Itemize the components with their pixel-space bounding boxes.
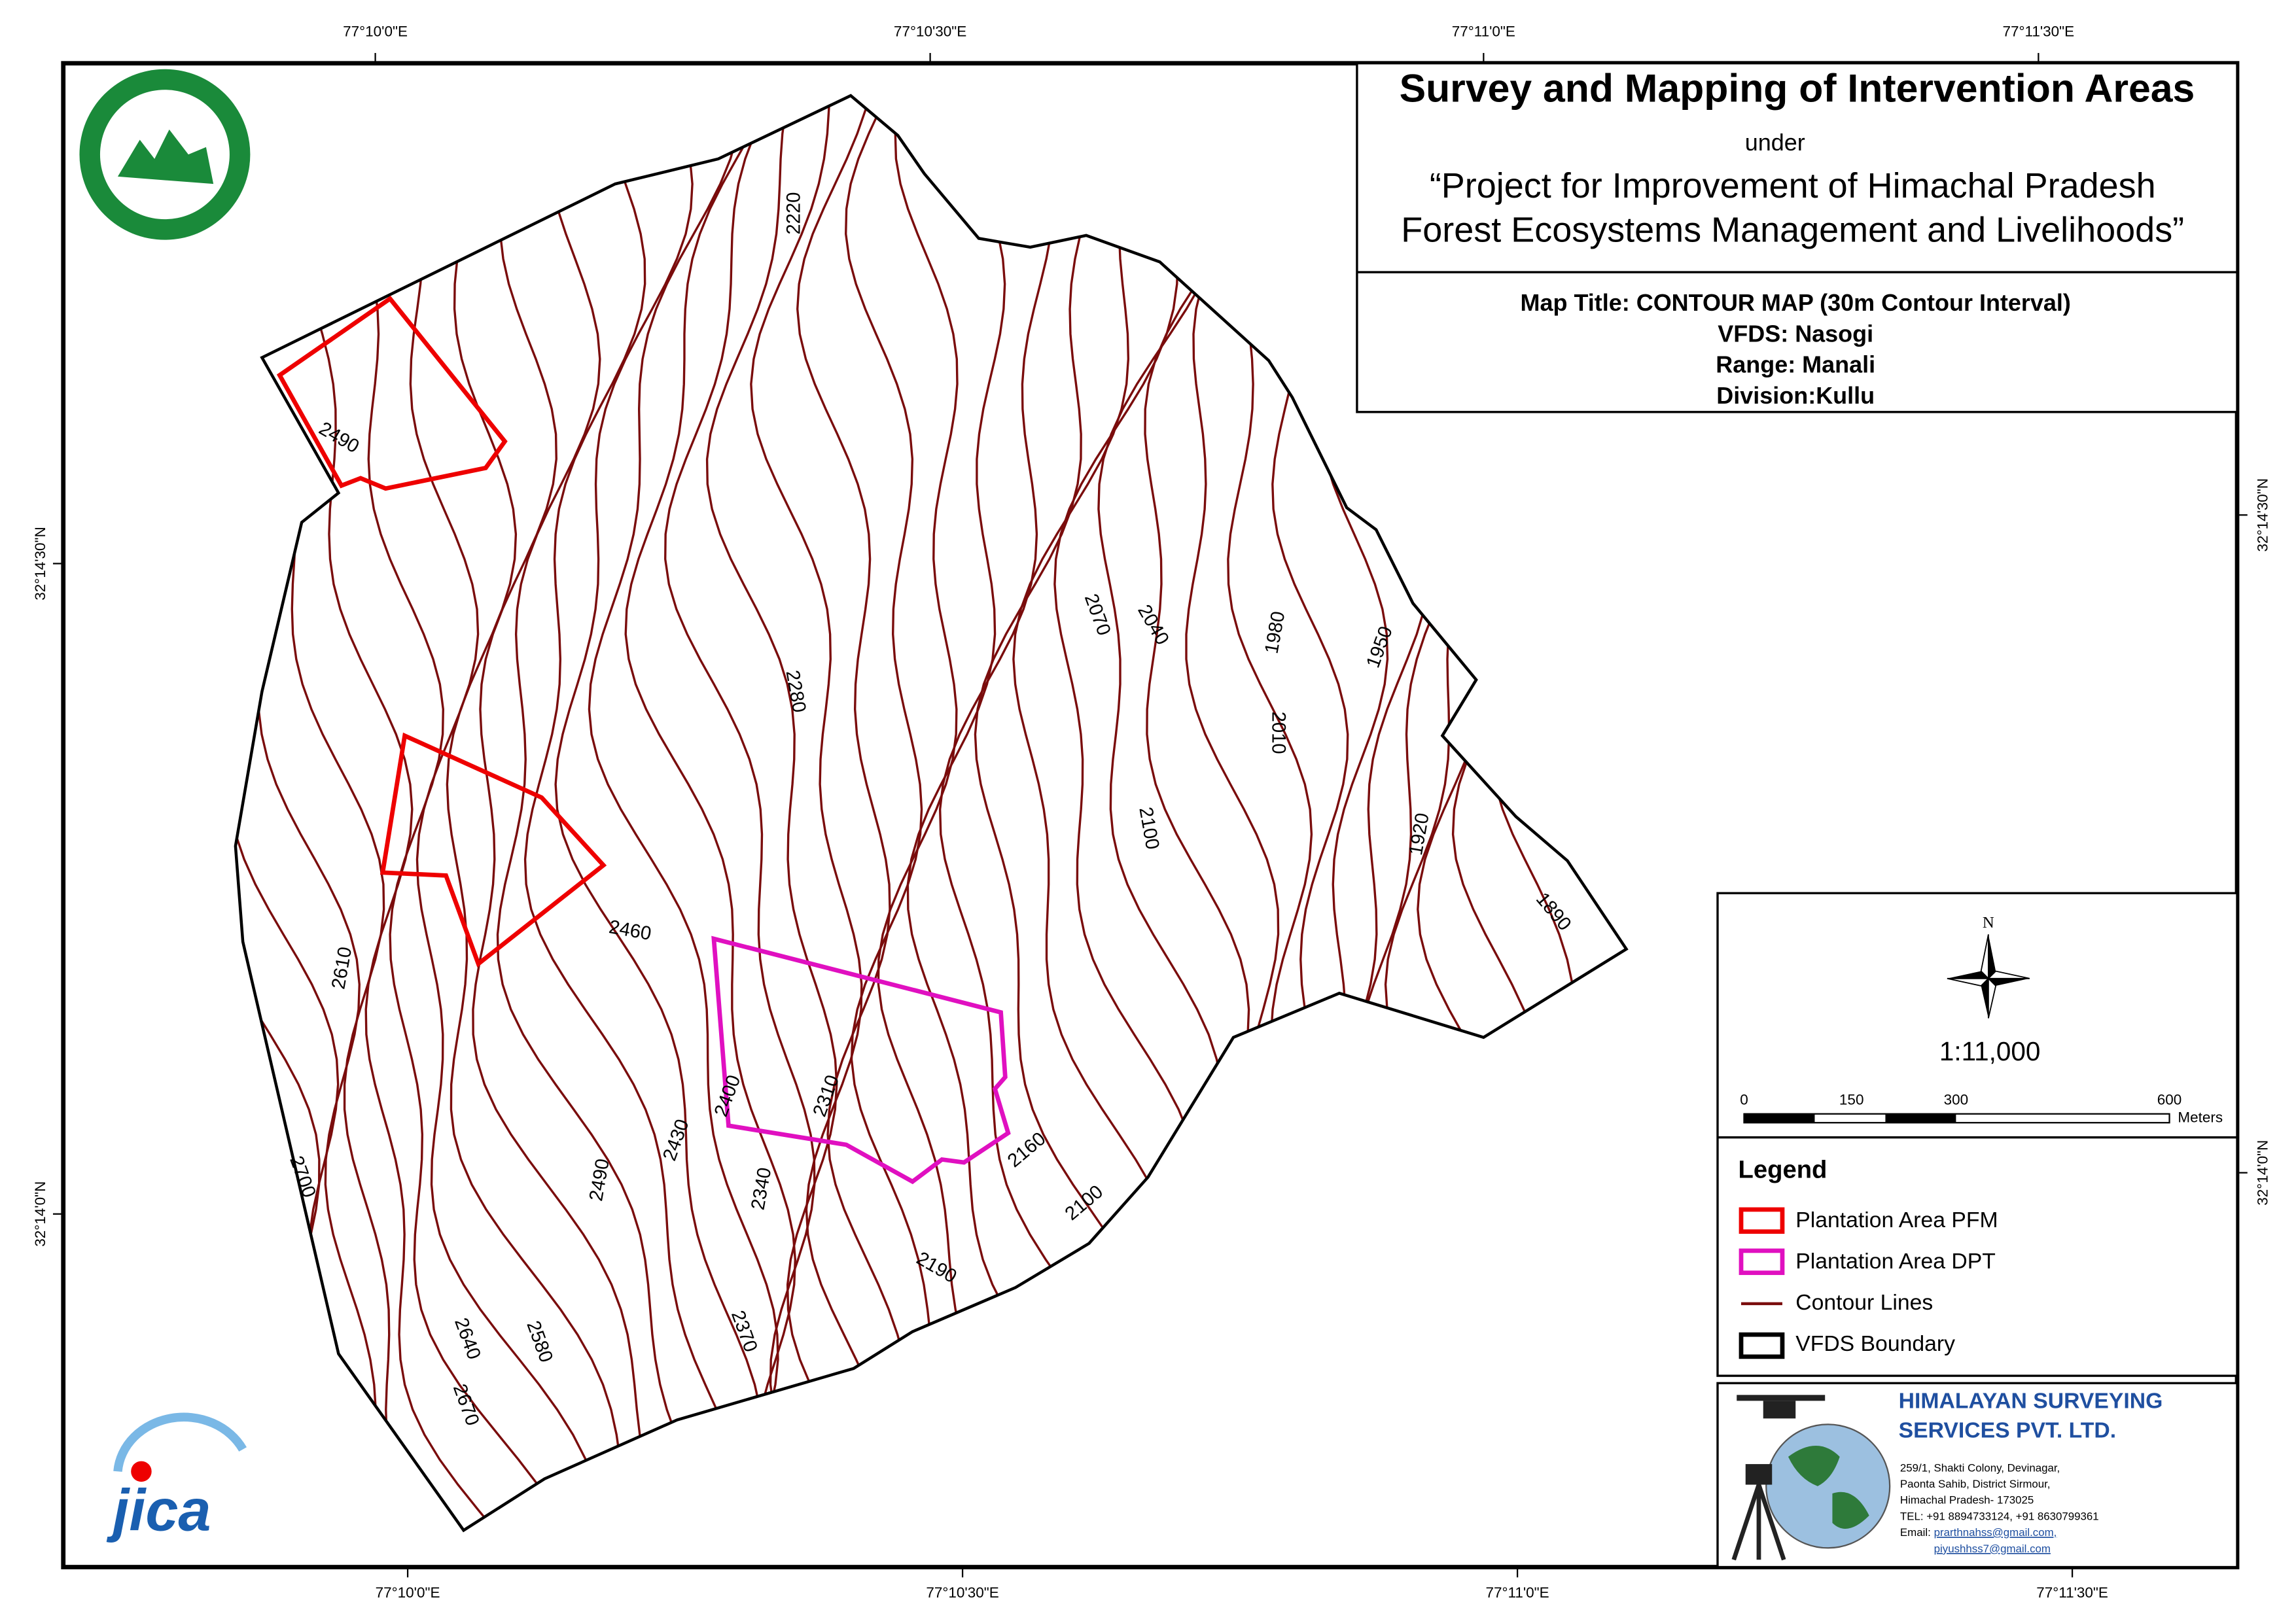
legend-swatch [1739, 1207, 1785, 1234]
latitude-label: 32°14'0"N [32, 1181, 48, 1247]
contour-line [523, 96, 750, 1531]
contour-line [845, 96, 1030, 1531]
contour-line [796, 96, 955, 1531]
map-frame [61, 61, 2240, 1569]
scale-bar: 0 150 300 600 [1740, 1091, 2182, 1124]
contour-line [750, 96, 908, 1531]
contour-line [588, 96, 779, 1531]
contour-line [472, 96, 682, 1531]
company-name: HIMALAYAN SURVEYING [1899, 1389, 2163, 1414]
project-line: “Project for Improvement of Himachal Pra… [1430, 166, 2156, 205]
longitude-label: 77°11'0"E [1486, 1584, 1549, 1601]
project-line: Forest Ecosystems Management and Livelih… [1401, 211, 2184, 250]
dpt-area [711, 935, 1011, 1185]
jica-text: jica [106, 1478, 211, 1543]
contour-label: 2220 [783, 192, 804, 235]
scale-unit: Meters [2178, 1109, 2223, 1125]
email-label: Email: [1900, 1526, 1931, 1539]
longitude-label: 77°11'0"E [1452, 23, 1515, 39]
scale-ratio: 1:11,000 [1939, 1036, 2041, 1066]
legend-item: VFDS Boundary [1795, 1331, 1955, 1356]
contour-line [877, 96, 1097, 1531]
north-label: N [1983, 914, 1994, 932]
longitude-label: 77°10'0"E [376, 1584, 440, 1601]
company-address: Paonta Sahib, District Sirmour, [1900, 1478, 2051, 1490]
under: under [1745, 129, 1805, 156]
company-logo [1731, 1395, 1891, 1561]
latitude-label: 32°14'30"N [32, 527, 48, 601]
longitude-label: 77°10'0"E [343, 23, 408, 39]
latitude-label: 32°14'0"N [2254, 1140, 2270, 1206]
email[interactable]: piyushhss7@gmail.com [1934, 1543, 2051, 1555]
legend-title: Legend [1738, 1156, 1827, 1184]
vfds-boundary [234, 94, 1629, 1533]
contour-line [664, 96, 841, 1531]
pfm-area [276, 296, 508, 491]
legend-item: Plantation Area DPT [1795, 1249, 1996, 1274]
contour-line [496, 96, 730, 1531]
map-title: Map Title: CONTOUR MAP (30m Contour Inte… [1521, 289, 2071, 316]
contour-line [446, 96, 637, 1531]
contour-line [235, 96, 384, 1531]
scale-tick-label: 600 [2157, 1091, 2182, 1108]
longitude-label: 77°10'30"E [926, 1584, 998, 1601]
longitude-label: 77°10'30"E [894, 23, 966, 39]
latitude-label: 32°14'30"N [2254, 478, 2270, 552]
jica-logo: jica [106, 1412, 247, 1543]
company-address: TEL: +91 8894733124, +91 8630799361 [1900, 1510, 2099, 1523]
contour-line [554, 96, 764, 1531]
longitude-label: 77°11'30"E [2036, 1584, 2108, 1601]
company-address: 259/1, Shakti Colony, Devinagar, [1900, 1461, 2060, 1474]
longitude-label: 77°11'30"E [2003, 23, 2075, 39]
contour-label: 2010 [1268, 712, 1289, 754]
company-address: Himachal Pradesh- 173025 [1900, 1494, 2034, 1507]
scale-tick-label: 150 [1839, 1091, 1864, 1108]
scale-tick-label: 0 [1740, 1091, 1748, 1108]
email[interactable]: prarthnahss@gmail.com, [1934, 1526, 2057, 1539]
range: Range: Manali [1716, 351, 1875, 378]
title-block [1356, 62, 2238, 413]
contour-line [705, 96, 881, 1531]
title: Survey and Mapping of Intervention Areas [1400, 66, 2195, 111]
legend-item: Contour Lines [1795, 1290, 1933, 1315]
north-arrow [1947, 934, 2030, 1019]
legend-swatch [1739, 1248, 1785, 1276]
pfm-area [380, 732, 607, 968]
graticule: 77°10'0"E 77°10'30"E 77°11'0"E 77°11'30"E 77… [32, 23, 2271, 1601]
vfds: VFDS: Nasogi [1718, 320, 1873, 347]
company-name: SERVICES PVT. LTD. [1899, 1418, 2116, 1442]
contour-line [389, 96, 610, 1531]
contour-line [624, 96, 797, 1531]
scale-tick-label: 300 [1944, 1091, 1969, 1108]
forest-emblem [79, 69, 251, 240]
legend-swatch [1739, 1332, 1785, 1359]
legend-item: Plantation Area PFM [1795, 1208, 1998, 1232]
division: Division:Kullu [1716, 382, 1875, 409]
